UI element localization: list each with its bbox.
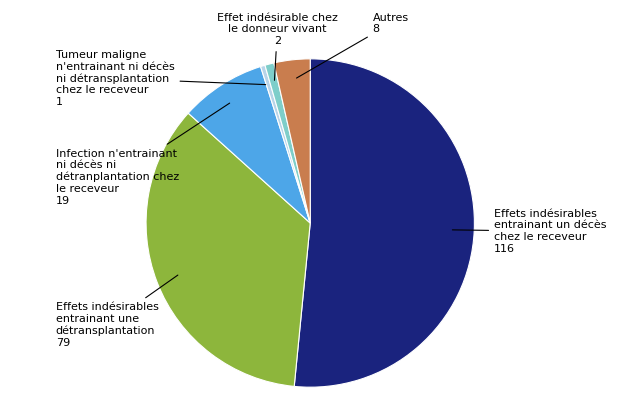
Text: Effet indésirable chez
le donneur vivant
2: Effet indésirable chez le donneur vivant… xyxy=(217,13,338,80)
Text: Effets indésirables
entrainant une
détransplantation
79: Effets indésirables entrainant une détra… xyxy=(56,275,178,347)
Text: Autres
8: Autres 8 xyxy=(297,13,409,78)
Wedge shape xyxy=(294,59,475,387)
Text: Tumeur maligne
n'entrainant ni décès
ni détransplantation
chez le receveur
1: Tumeur maligne n'entrainant ni décès ni … xyxy=(56,50,266,107)
Wedge shape xyxy=(188,66,310,223)
Text: Effets indésirables
entrainant un décès
chez le receveur
116: Effets indésirables entrainant un décès … xyxy=(452,209,606,254)
Text: Infection n'entrainant
ni décès ni
détranplantation chez
le receveur
19: Infection n'entrainant ni décès ni détra… xyxy=(56,103,230,206)
Wedge shape xyxy=(265,63,310,223)
Wedge shape xyxy=(146,113,310,386)
Wedge shape xyxy=(274,59,310,223)
Wedge shape xyxy=(261,65,310,223)
